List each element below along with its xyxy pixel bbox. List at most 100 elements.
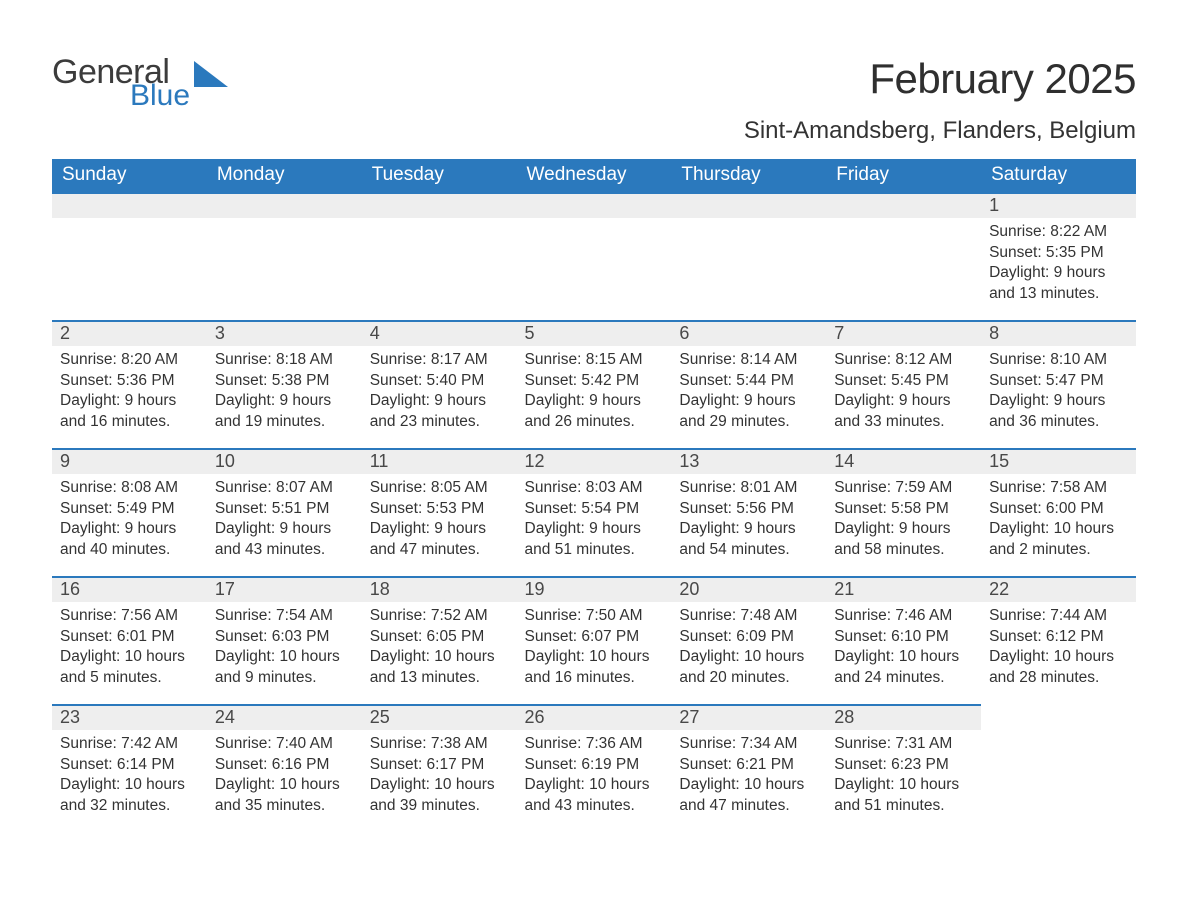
calendar-cell: 18Sunrise: 7:52 AMSunset: 6:05 PMDayligh…: [362, 576, 517, 704]
day-number: 11: [362, 450, 517, 474]
day-dl2: and 16 minutes.: [60, 412, 199, 432]
day-dl1: Daylight: 10 hours: [370, 647, 509, 667]
day-dl1: Daylight: 9 hours: [989, 391, 1128, 411]
day-sunrise: Sunrise: 7:50 AM: [525, 606, 664, 626]
day-dl1: Daylight: 10 hours: [525, 647, 664, 667]
day-sunrise: Sunrise: 8:22 AM: [989, 222, 1128, 242]
day-number: 14: [826, 450, 981, 474]
day-sunset: Sunset: 5:54 PM: [525, 499, 664, 519]
day-number: [671, 194, 826, 218]
location-subtitle: Sint-Amandsberg, Flanders, Belgium: [52, 117, 1136, 145]
day-sunset: Sunset: 6:17 PM: [370, 755, 509, 775]
day-details: Sunrise: 8:12 AMSunset: 5:45 PMDaylight:…: [826, 346, 981, 438]
calendar-cell: 13Sunrise: 8:01 AMSunset: 5:56 PMDayligh…: [671, 448, 826, 576]
calendar-cell: 20Sunrise: 7:48 AMSunset: 6:09 PMDayligh…: [671, 576, 826, 704]
day-dl1: Daylight: 9 hours: [215, 391, 354, 411]
day-details: Sunrise: 8:01 AMSunset: 5:56 PMDaylight:…: [671, 474, 826, 566]
weekday-header: Friday: [826, 159, 981, 192]
day-details: Sunrise: 7:46 AMSunset: 6:10 PMDaylight:…: [826, 602, 981, 694]
calendar-cell: 19Sunrise: 7:50 AMSunset: 6:07 PMDayligh…: [517, 576, 672, 704]
day-details: Sunrise: 7:36 AMSunset: 6:19 PMDaylight:…: [517, 730, 672, 822]
day-dl1: Daylight: 9 hours: [370, 519, 509, 539]
day-details: Sunrise: 7:31 AMSunset: 6:23 PMDaylight:…: [826, 730, 981, 822]
day-details: Sunrise: 7:58 AMSunset: 6:00 PMDaylight:…: [981, 474, 1136, 566]
day-number: 5: [517, 322, 672, 346]
calendar-cell: 5Sunrise: 8:15 AMSunset: 5:42 PMDaylight…: [517, 320, 672, 448]
day-number: 21: [826, 578, 981, 602]
weekday-header: Sunday: [52, 159, 207, 192]
calendar-cell: 6Sunrise: 8:14 AMSunset: 5:44 PMDaylight…: [671, 320, 826, 448]
calendar-cell: 17Sunrise: 7:54 AMSunset: 6:03 PMDayligh…: [207, 576, 362, 704]
day-dl1: Daylight: 10 hours: [679, 775, 818, 795]
day-sunrise: Sunrise: 7:54 AM: [215, 606, 354, 626]
day-dl1: Daylight: 9 hours: [215, 519, 354, 539]
day-dl1: Daylight: 9 hours: [60, 391, 199, 411]
weekday-header: Thursday: [671, 159, 826, 192]
day-sunset: Sunset: 6:05 PM: [370, 627, 509, 647]
day-dl1: Daylight: 10 hours: [60, 775, 199, 795]
day-details: Sunrise: 8:03 AMSunset: 5:54 PMDaylight:…: [517, 474, 672, 566]
day-details: Sunrise: 8:15 AMSunset: 5:42 PMDaylight:…: [517, 346, 672, 438]
day-number: 23: [52, 706, 207, 730]
day-number: 26: [517, 706, 672, 730]
day-sunrise: Sunrise: 7:46 AM: [834, 606, 973, 626]
day-number: 10: [207, 450, 362, 474]
day-details: [362, 218, 517, 258]
weekday-header: Tuesday: [362, 159, 517, 192]
day-sunset: Sunset: 5:49 PM: [60, 499, 199, 519]
day-number: 9: [52, 450, 207, 474]
day-details: Sunrise: 8:22 AMSunset: 5:35 PMDaylight:…: [981, 218, 1136, 310]
weekday-header: Monday: [207, 159, 362, 192]
calendar-row: 1Sunrise: 8:22 AMSunset: 5:35 PMDaylight…: [52, 192, 1136, 320]
day-dl1: Daylight: 9 hours: [834, 391, 973, 411]
calendar-cell: 28Sunrise: 7:31 AMSunset: 6:23 PMDayligh…: [826, 704, 981, 832]
day-details: Sunrise: 8:10 AMSunset: 5:47 PMDaylight:…: [981, 346, 1136, 438]
day-dl2: and 20 minutes.: [679, 668, 818, 688]
day-number: [52, 194, 207, 218]
day-number: [517, 194, 672, 218]
day-sunset: Sunset: 6:10 PM: [834, 627, 973, 647]
calendar-cell: [207, 192, 362, 320]
calendar-cell: 8Sunrise: 8:10 AMSunset: 5:47 PMDaylight…: [981, 320, 1136, 448]
day-details: Sunrise: 8:14 AMSunset: 5:44 PMDaylight:…: [671, 346, 826, 438]
day-sunset: Sunset: 5:42 PM: [525, 371, 664, 391]
day-number: 17: [207, 578, 362, 602]
day-details: Sunrise: 8:08 AMSunset: 5:49 PMDaylight:…: [52, 474, 207, 566]
day-dl1: Daylight: 10 hours: [215, 775, 354, 795]
day-dl1: Daylight: 9 hours: [60, 519, 199, 539]
logo-triangle-icon: [194, 61, 228, 87]
day-sunset: Sunset: 6:12 PM: [989, 627, 1128, 647]
day-sunrise: Sunrise: 8:03 AM: [525, 478, 664, 498]
day-dl2: and 29 minutes.: [679, 412, 818, 432]
day-dl2: and 36 minutes.: [989, 412, 1128, 432]
day-dl1: Daylight: 9 hours: [679, 391, 818, 411]
day-details: Sunrise: 7:44 AMSunset: 6:12 PMDaylight:…: [981, 602, 1136, 694]
day-dl1: Daylight: 10 hours: [989, 647, 1128, 667]
calendar-cell: 14Sunrise: 7:59 AMSunset: 5:58 PMDayligh…: [826, 448, 981, 576]
day-number: 20: [671, 578, 826, 602]
calendar-cell: [362, 192, 517, 320]
day-sunrise: Sunrise: 8:12 AM: [834, 350, 973, 370]
day-dl2: and 51 minutes.: [525, 540, 664, 560]
day-sunrise: Sunrise: 8:20 AM: [60, 350, 199, 370]
day-number: 24: [207, 706, 362, 730]
day-details: Sunrise: 7:42 AMSunset: 6:14 PMDaylight:…: [52, 730, 207, 822]
day-dl2: and 40 minutes.: [60, 540, 199, 560]
day-sunset: Sunset: 5:40 PM: [370, 371, 509, 391]
day-sunrise: Sunrise: 7:52 AM: [370, 606, 509, 626]
day-dl2: and 9 minutes.: [215, 668, 354, 688]
day-dl2: and 13 minutes.: [370, 668, 509, 688]
day-dl2: and 26 minutes.: [525, 412, 664, 432]
day-sunset: Sunset: 6:19 PM: [525, 755, 664, 775]
day-sunset: Sunset: 6:21 PM: [679, 755, 818, 775]
day-dl1: Daylight: 9 hours: [989, 263, 1128, 283]
calendar-cell: 1Sunrise: 8:22 AMSunset: 5:35 PMDaylight…: [981, 192, 1136, 320]
day-details: Sunrise: 8:17 AMSunset: 5:40 PMDaylight:…: [362, 346, 517, 438]
day-details: [52, 218, 207, 258]
day-dl2: and 33 minutes.: [834, 412, 973, 432]
day-number: 7: [826, 322, 981, 346]
day-dl2: and 28 minutes.: [989, 668, 1128, 688]
calendar-cell: 9Sunrise: 8:08 AMSunset: 5:49 PMDaylight…: [52, 448, 207, 576]
day-number: 22: [981, 578, 1136, 602]
day-sunset: Sunset: 5:35 PM: [989, 243, 1128, 263]
